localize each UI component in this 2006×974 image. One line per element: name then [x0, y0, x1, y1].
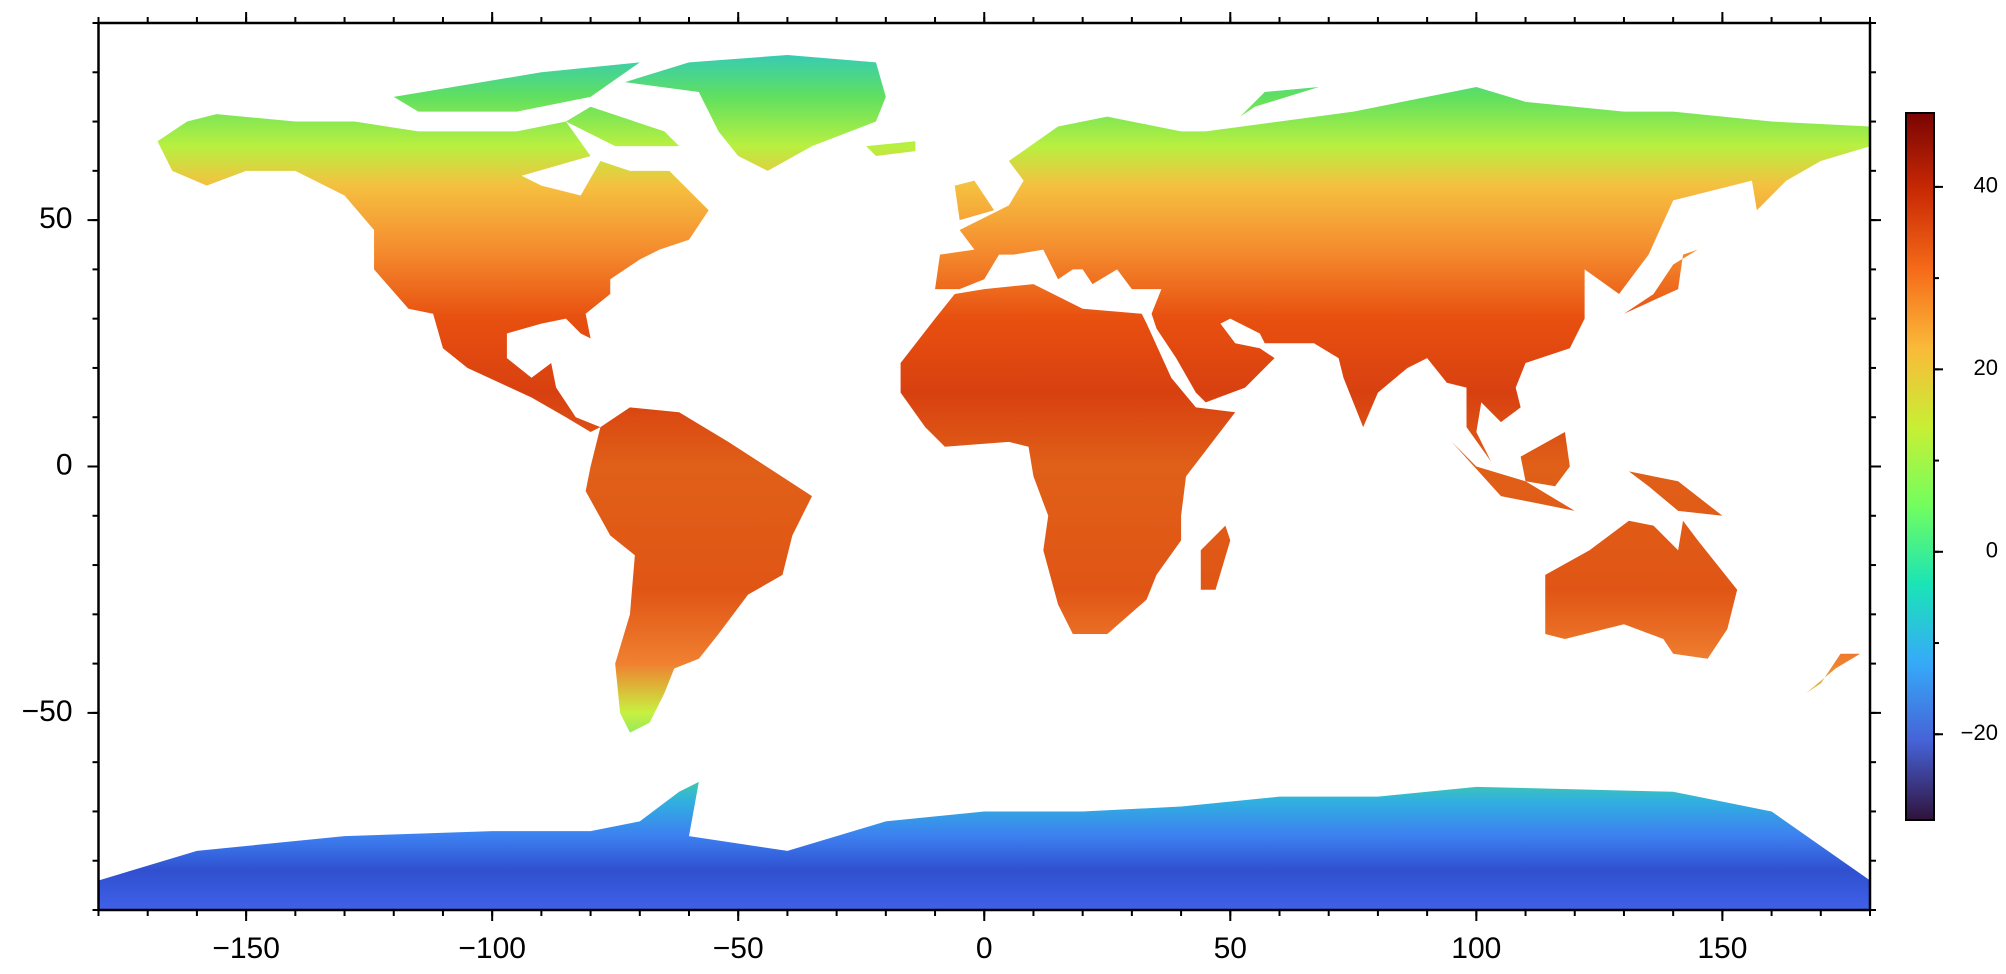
- new-guinea: [1628, 471, 1723, 516]
- x-tick-label: 150: [1697, 932, 1747, 965]
- y-tick-label: 0: [56, 448, 73, 481]
- madagascar: [1200, 525, 1231, 590]
- colorbar-tick-label: 40: [1974, 173, 1998, 198]
- colorbar-tick-label: 20: [1974, 355, 1998, 380]
- x-tick-label: −150: [212, 932, 280, 965]
- novaya-zemlya: [1240, 87, 1319, 117]
- iceland: [866, 141, 916, 157]
- new-zealand: [1806, 653, 1861, 694]
- colorbar-tick-label: 0: [1986, 538, 1998, 563]
- baffin: [565, 106, 680, 147]
- colorbar-tick-label: −20: [1961, 720, 1998, 745]
- borneo: [1520, 432, 1570, 487]
- eurasia: [935, 87, 1870, 462]
- north-america: [157, 114, 709, 433]
- britain: [954, 180, 995, 221]
- sumatra-java: [1451, 441, 1575, 511]
- y-tick-label: 50: [39, 202, 72, 235]
- australia: [1545, 520, 1738, 659]
- x-tick-label: 0: [976, 932, 993, 965]
- land-raster: [98, 55, 1870, 910]
- x-tick-label: 100: [1451, 932, 1501, 965]
- greenland: [625, 55, 886, 171]
- x-tick-label: −50: [713, 932, 764, 965]
- africa: [900, 284, 1236, 635]
- x-tick-label: −100: [458, 932, 526, 965]
- antarctica: [98, 781, 1870, 910]
- japan: [1623, 249, 1698, 314]
- arctic-islands: [393, 62, 640, 112]
- y-tick-label: −50: [22, 695, 73, 728]
- x-tick-label: 50: [1214, 932, 1247, 965]
- south-america: [585, 407, 813, 733]
- colorbar: [1905, 112, 1935, 821]
